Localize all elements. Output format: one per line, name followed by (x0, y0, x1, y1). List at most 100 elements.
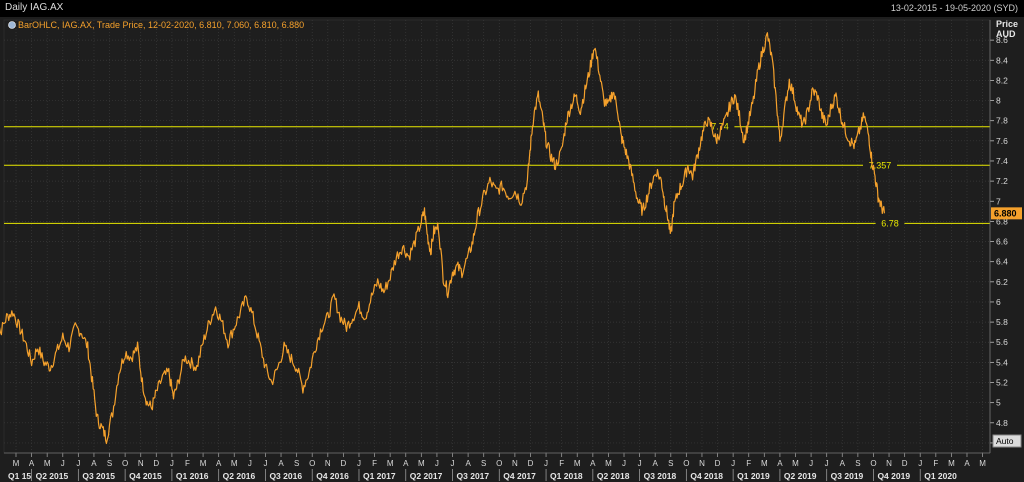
month-tick-label: J (918, 459, 922, 468)
quarter-label: Q4 2016 (316, 471, 349, 481)
y-tick-label: 4.8 (996, 418, 1008, 428)
reference-line-label-bg (705, 120, 735, 132)
month-tick-label: D (528, 459, 534, 468)
month-tick-label: M (761, 459, 768, 468)
month-tick-label: J (731, 459, 735, 468)
reference-line-label: 7.74 (711, 122, 729, 132)
month-tick-label: N (325, 459, 331, 468)
month-tick-label: J (76, 459, 80, 468)
auto-button[interactable]: Auto (992, 434, 1022, 448)
month-tick-label: M (418, 459, 425, 468)
quarter-label: Q3 2016 (269, 471, 302, 481)
month-tick-label: D (153, 459, 159, 468)
month-tick-label: M (948, 459, 955, 468)
month-tick-label: A (278, 459, 284, 468)
month-tick-label: A (216, 459, 222, 468)
price-line (0, 32, 885, 445)
auto-button-label[interactable]: Auto (996, 436, 1014, 446)
month-tick-label: N (699, 459, 705, 468)
month-tick-label: J (544, 459, 548, 468)
last-price-label: 6.880 (994, 208, 1017, 218)
month-tick-label: J (638, 459, 642, 468)
price-axis-title: Price (996, 19, 1018, 29)
quarter-label: Q2 2016 (223, 471, 256, 481)
month-tick-label: J (825, 459, 829, 468)
quarter-label: Q2 2018 (597, 471, 630, 481)
month-tick-label: J (248, 459, 252, 468)
reference-line-label: 6.78 (881, 218, 899, 228)
month-tick-label: M (200, 459, 207, 468)
month-tick-label: S (481, 459, 486, 468)
month-tick-label: S (855, 459, 860, 468)
quarter-label: Q3 2019 (831, 471, 864, 481)
quarter-label: Q3 2018 (644, 471, 677, 481)
window-titlebar: Daily IAG.AX 13-02-2015 - 19-05-2020 (SY… (0, 0, 1024, 18)
quarter-label: Q3 2015 (82, 471, 115, 481)
y-tick-label: 5 (996, 398, 1001, 408)
y-tick-label: 6.6 (996, 237, 1008, 247)
month-tick-label: O (122, 459, 128, 468)
y-tick-label: 8.4 (996, 55, 1008, 65)
quarter-label: Q1 2016 (176, 471, 209, 481)
chart-grid (4, 20, 990, 453)
y-tick-label: 7.2 (996, 176, 1008, 186)
y-tick-label: 8.6 (996, 35, 1008, 45)
quarter-label: Q4 2015 (129, 471, 162, 481)
quarter-label: Q1 2020 (924, 471, 957, 481)
plot-area (3, 19, 991, 454)
y-tick-label: 8.2 (996, 75, 1008, 85)
month-tick-label: A (91, 459, 97, 468)
month-tick-label: F (372, 459, 377, 468)
month-tick-label: F (559, 459, 564, 468)
month-tick-label: A (653, 459, 659, 468)
y-tick-label: 5.4 (996, 357, 1008, 367)
month-tick-label: J (61, 459, 65, 468)
last-price-marker (991, 207, 1022, 220)
y-tick-label: 6.8 (996, 216, 1008, 226)
y-tick-label: 6.2 (996, 277, 1008, 287)
quarter-label: Q2 2019 (784, 471, 817, 481)
month-tick-label: N (512, 459, 518, 468)
month-tick-label: O (496, 459, 502, 468)
y-tick-label: 7 (996, 196, 1001, 206)
month-tick-label: S (668, 459, 673, 468)
horizontal-reference-lines: 7.74 7.357 6.78 (4, 120, 990, 229)
month-tick-label: J (809, 459, 813, 468)
month-tick-label: S (294, 459, 299, 468)
quarter-label: Q1 2017 (363, 471, 396, 481)
month-tick-label: A (590, 459, 596, 468)
y-tick-label: 7.6 (996, 136, 1008, 146)
month-tick-label: O (870, 459, 876, 468)
month-tick-label: M (44, 459, 51, 468)
reference-line-label: 7.357 (869, 160, 892, 170)
quarter-label: Q4 2019 (877, 471, 910, 481)
month-tick-label: D (902, 459, 908, 468)
legend-text: BarOHLC, IAG.AX, Trade Price, 12-02-2020… (18, 20, 304, 30)
currency-label: AUD (996, 29, 1016, 39)
month-tick-label: A (465, 459, 471, 468)
quarter-label: Q1 2018 (550, 471, 583, 481)
month-tick-label: F (746, 459, 751, 468)
legend-series-icon (8, 21, 16, 29)
chart-window-title: Daily IAG.AX (5, 2, 64, 13)
month-tick-label: A (403, 459, 409, 468)
date-range-label: 13-02-2015 - 19-05-2020 (SYD) (890, 3, 1018, 13)
month-tick-label: M (979, 459, 986, 468)
month-tick-label: N (138, 459, 144, 468)
y-tick-label: 6.4 (996, 257, 1008, 267)
y-tick-label: 5.2 (996, 378, 1008, 388)
auto-button-bg[interactable] (992, 434, 1022, 448)
y-tick-label: 5.6 (996, 337, 1008, 347)
month-tick-label: J (451, 459, 455, 468)
month-tick-label: O (683, 459, 689, 468)
month-tick-label: S (107, 459, 112, 468)
quarter-label: Q4 2017 (503, 471, 536, 481)
month-tick-label: N (886, 459, 892, 468)
month-tick-label: M (387, 459, 394, 468)
month-tick-label: M (231, 459, 238, 468)
month-tick-label: J (435, 459, 439, 468)
quarter-label: Q1 2019 (737, 471, 770, 481)
quarter-label: Q4 2018 (690, 471, 723, 481)
